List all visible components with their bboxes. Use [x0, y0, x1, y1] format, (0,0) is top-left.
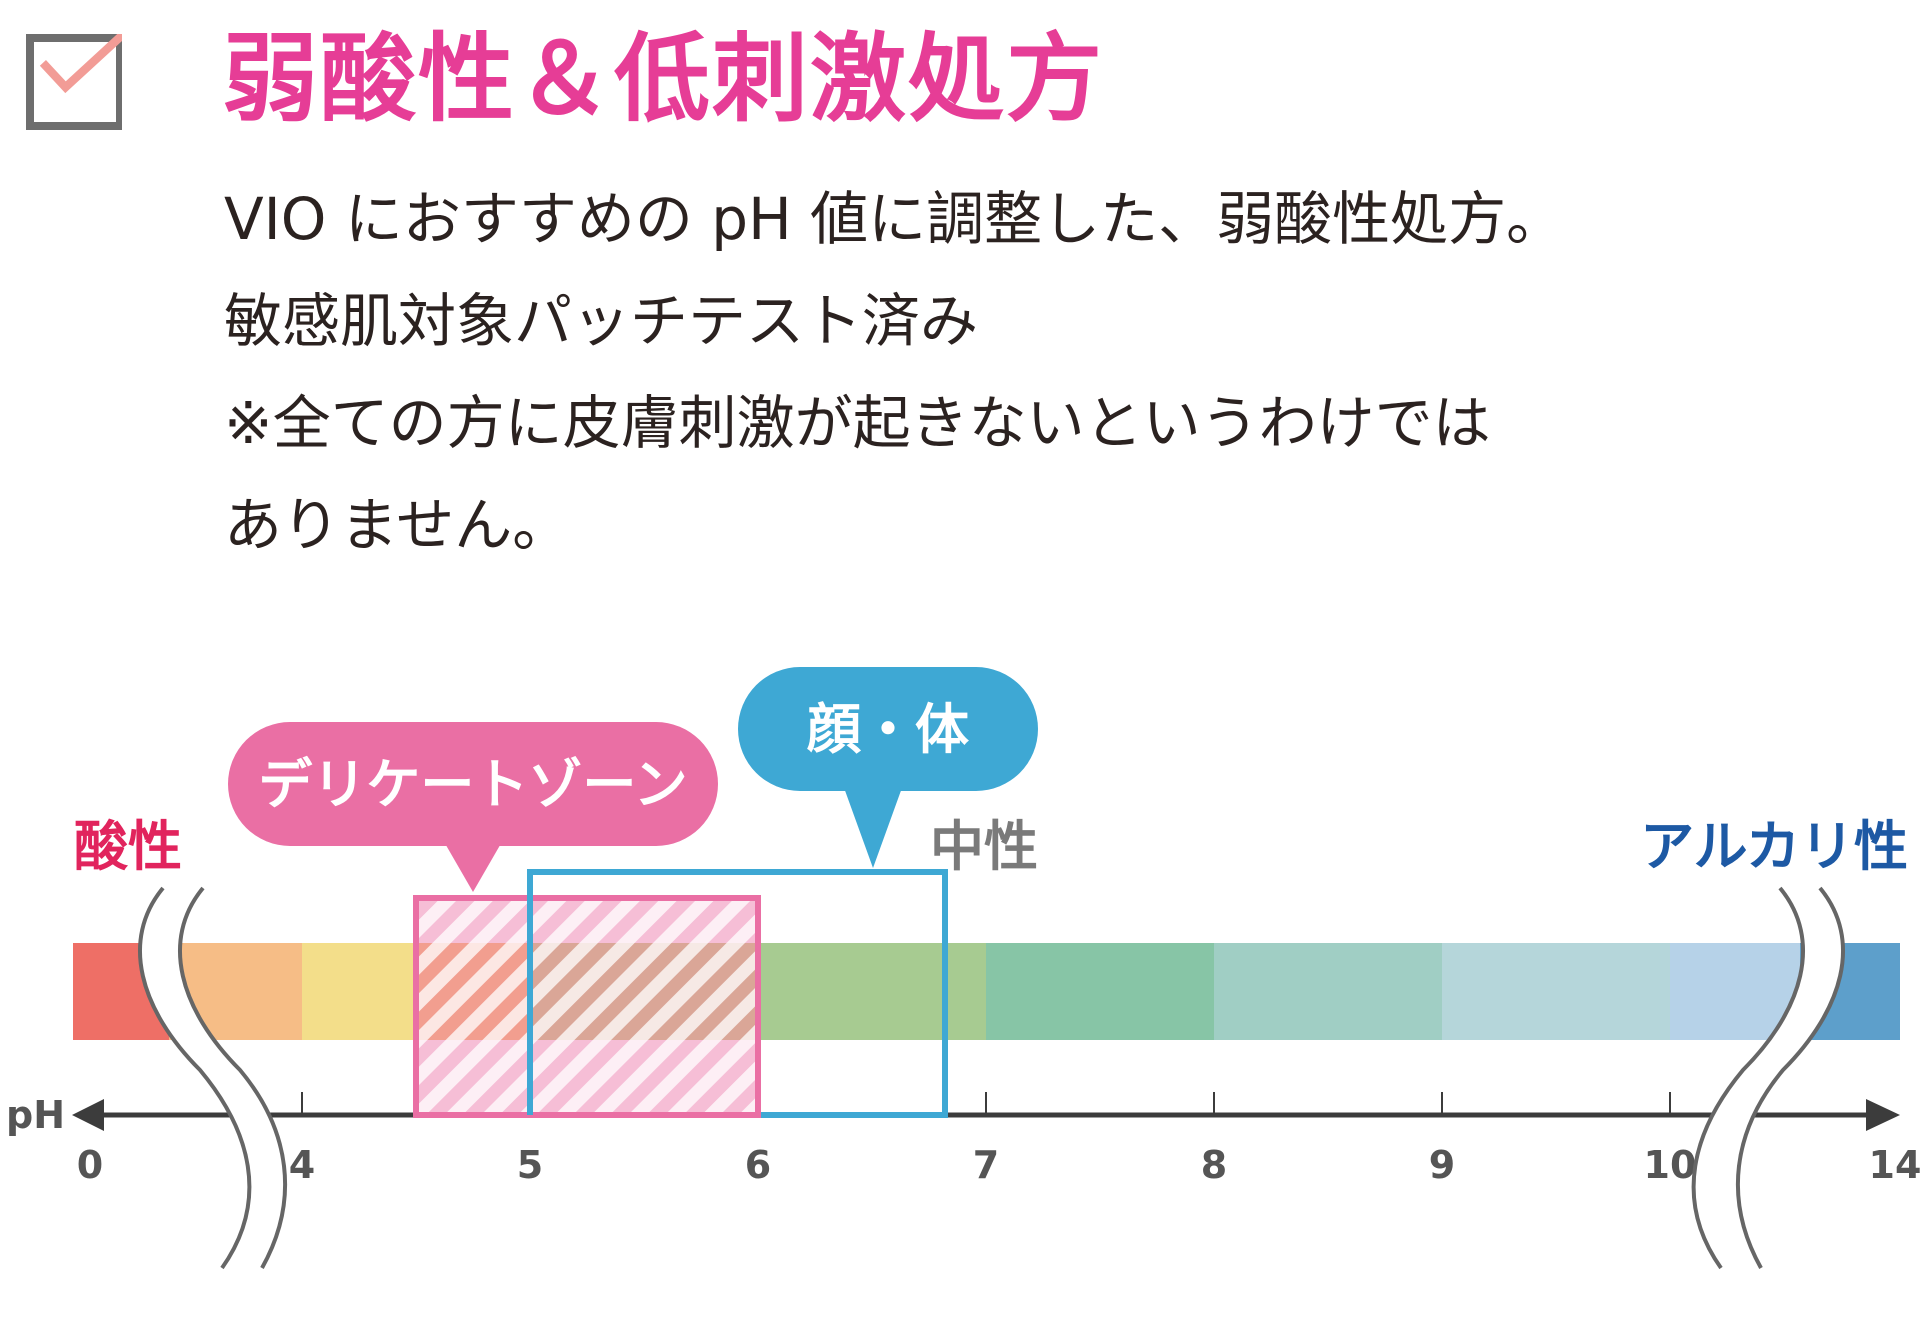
- tick-label: 8: [1201, 1143, 1227, 1187]
- neutral-label: 中性: [930, 815, 1038, 878]
- ph-axis-label: pH: [6, 1093, 65, 1137]
- band-segment: [758, 943, 986, 1040]
- ph-scale-diagram: pH 0 4 5 6 7 8 9 10 14 酸性: [6, 667, 1920, 1270]
- delicate-zone-box: [413, 895, 761, 1118]
- tick-label: 0: [77, 1143, 103, 1187]
- delicate-zone-callout: デリケートゾーン: [228, 722, 718, 892]
- axis-arrow-right-icon: [1866, 1099, 1900, 1131]
- description-line: ※全ての方に皮膚刺激が起きないというわけでは: [224, 389, 1491, 457]
- axis-arrow-left-icon: [72, 1099, 104, 1131]
- checkbox-checked-icon: [26, 34, 122, 130]
- scale-break-right-icon: [1691, 886, 1846, 1270]
- description-line: ありません。: [224, 491, 571, 559]
- face-body-label: 顔・体: [807, 698, 969, 761]
- description-line: 敏感肌対象パッチテスト済み: [224, 287, 979, 355]
- tick-label: 9: [1429, 1143, 1455, 1187]
- band-segment: [1214, 943, 1442, 1040]
- delicate-zone-label: デリケートゾーン: [258, 753, 687, 816]
- tick-label: 14: [1869, 1143, 1920, 1187]
- acid-label: 酸性: [74, 815, 182, 878]
- ph-color-band: [73, 943, 1900, 1040]
- tick-label: 10: [1644, 1143, 1697, 1187]
- tick-label: 4: [289, 1143, 315, 1187]
- band-segment: [986, 943, 1214, 1040]
- description-line: VIO におすすめの pH 値に調整した、弱酸性処方。: [224, 185, 1565, 253]
- alkali-label: アルカリ性: [1640, 815, 1908, 878]
- tick-label: 5: [517, 1143, 543, 1187]
- tick-label: 7: [973, 1143, 999, 1187]
- page-title: 弱酸性＆低刺激処方: [222, 23, 1104, 135]
- face-body-callout: 顔・体: [738, 667, 1038, 868]
- band-segment: [302, 943, 416, 1040]
- scale-break-left-icon: [137, 886, 287, 1270]
- tick-label: 6: [745, 1143, 771, 1187]
- band-segment: [1442, 943, 1670, 1040]
- description: VIO におすすめの pH 値に調整した、弱酸性処方。 敏感肌対象パッチテスト済…: [224, 168, 1884, 576]
